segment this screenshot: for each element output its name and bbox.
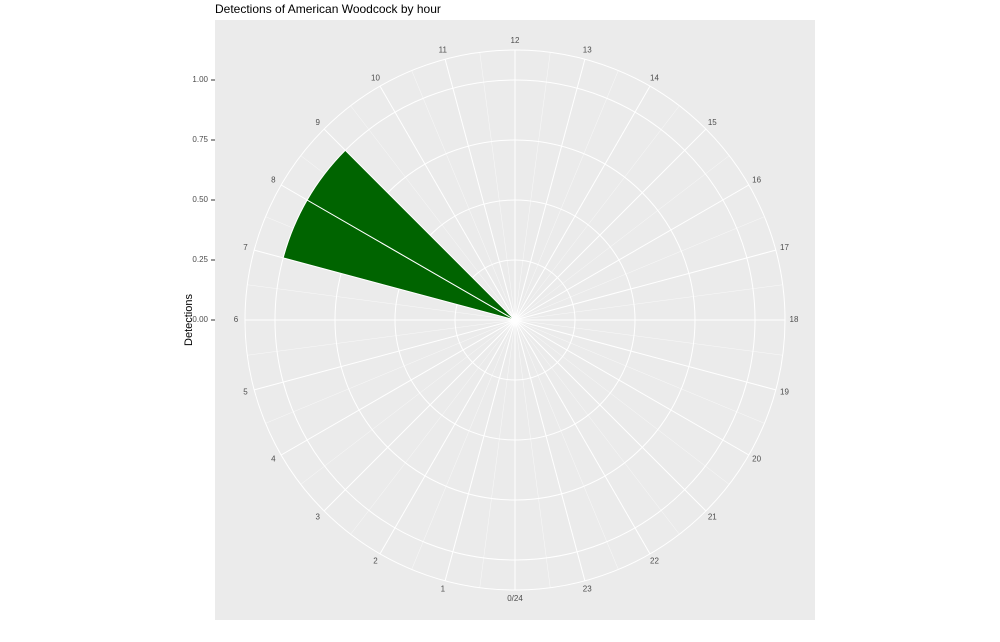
minor-spoke [514,319,765,424]
angle-label: 5 [243,387,248,396]
angle-label: 3 [315,512,320,521]
spoke [514,85,651,321]
minor-spoke [514,155,730,321]
angle-label: 14 [650,73,659,82]
angle-label: 18 [790,315,799,324]
angle-label: 19 [780,387,789,396]
y-tick-label: 1.00 [192,75,208,84]
grid-circle [454,259,576,381]
minor-spoke [300,319,516,485]
y-tick-label: 0.75 [192,135,208,144]
spoke [254,319,516,391]
angle-label: 16 [752,176,761,185]
spoke [323,319,516,512]
spoke [514,249,776,321]
minor-spoke [265,319,516,424]
spoke [514,59,586,321]
minor-spoke [514,105,680,321]
minor-spoke [514,319,551,588]
angle-label: 22 [650,557,659,566]
grid-circle [334,139,696,501]
minor-spoke [479,52,516,321]
spoke [514,184,750,321]
minor-spoke [350,105,516,321]
minor-spoke [514,52,551,321]
minor-spoke [479,319,516,588]
angle-label: 8 [271,176,276,185]
bar [306,149,516,321]
angle-label: 13 [583,46,592,55]
angle-label: 21 [708,512,717,521]
minor-spoke [514,319,619,570]
y-tick-label: 0.50 [192,195,208,204]
angle-label: 12 [511,36,520,45]
spoke [514,319,586,581]
spoke [379,85,516,321]
spoke [444,319,516,581]
grid-circle [274,79,756,561]
angle-label: 6 [234,315,239,324]
y-tick-label: 0.00 [192,315,208,324]
angle-label: 10 [371,73,380,82]
grid-circle [394,199,636,441]
spoke [514,128,707,321]
minor-spoke [247,284,516,321]
chart-title: Detections of American Woodcock by hour [215,2,441,16]
minor-spoke [514,70,619,321]
angle-label: 1 [441,585,446,594]
spoke [379,319,516,555]
minor-spoke [514,319,680,535]
minor-spoke [514,284,783,321]
angle-label: 7 [243,243,248,252]
y-axis-label: Detections [183,294,195,346]
minor-spoke [514,319,783,356]
spoke [514,319,707,512]
angle-label: 20 [752,455,761,464]
angle-label: 9 [315,118,320,127]
minor-spoke [247,319,516,356]
angle-label: 0/24 [507,594,523,603]
spoke [514,319,750,456]
spoke [280,319,516,456]
angle-label: 15 [708,118,717,127]
angle-label: 11 [439,46,448,55]
minor-spoke [411,70,516,321]
spoke [444,59,516,321]
spoke [514,319,776,391]
angle-label: 23 [583,585,592,594]
y-tick-label: 0.25 [192,255,208,264]
minor-spoke [514,319,730,485]
minor-spoke [411,319,516,570]
minor-spoke [350,319,516,535]
angle-label: 2 [373,557,378,566]
angle-label: 4 [271,455,276,464]
minor-spoke [514,216,765,321]
angle-label: 17 [780,243,789,252]
spoke [514,319,651,555]
